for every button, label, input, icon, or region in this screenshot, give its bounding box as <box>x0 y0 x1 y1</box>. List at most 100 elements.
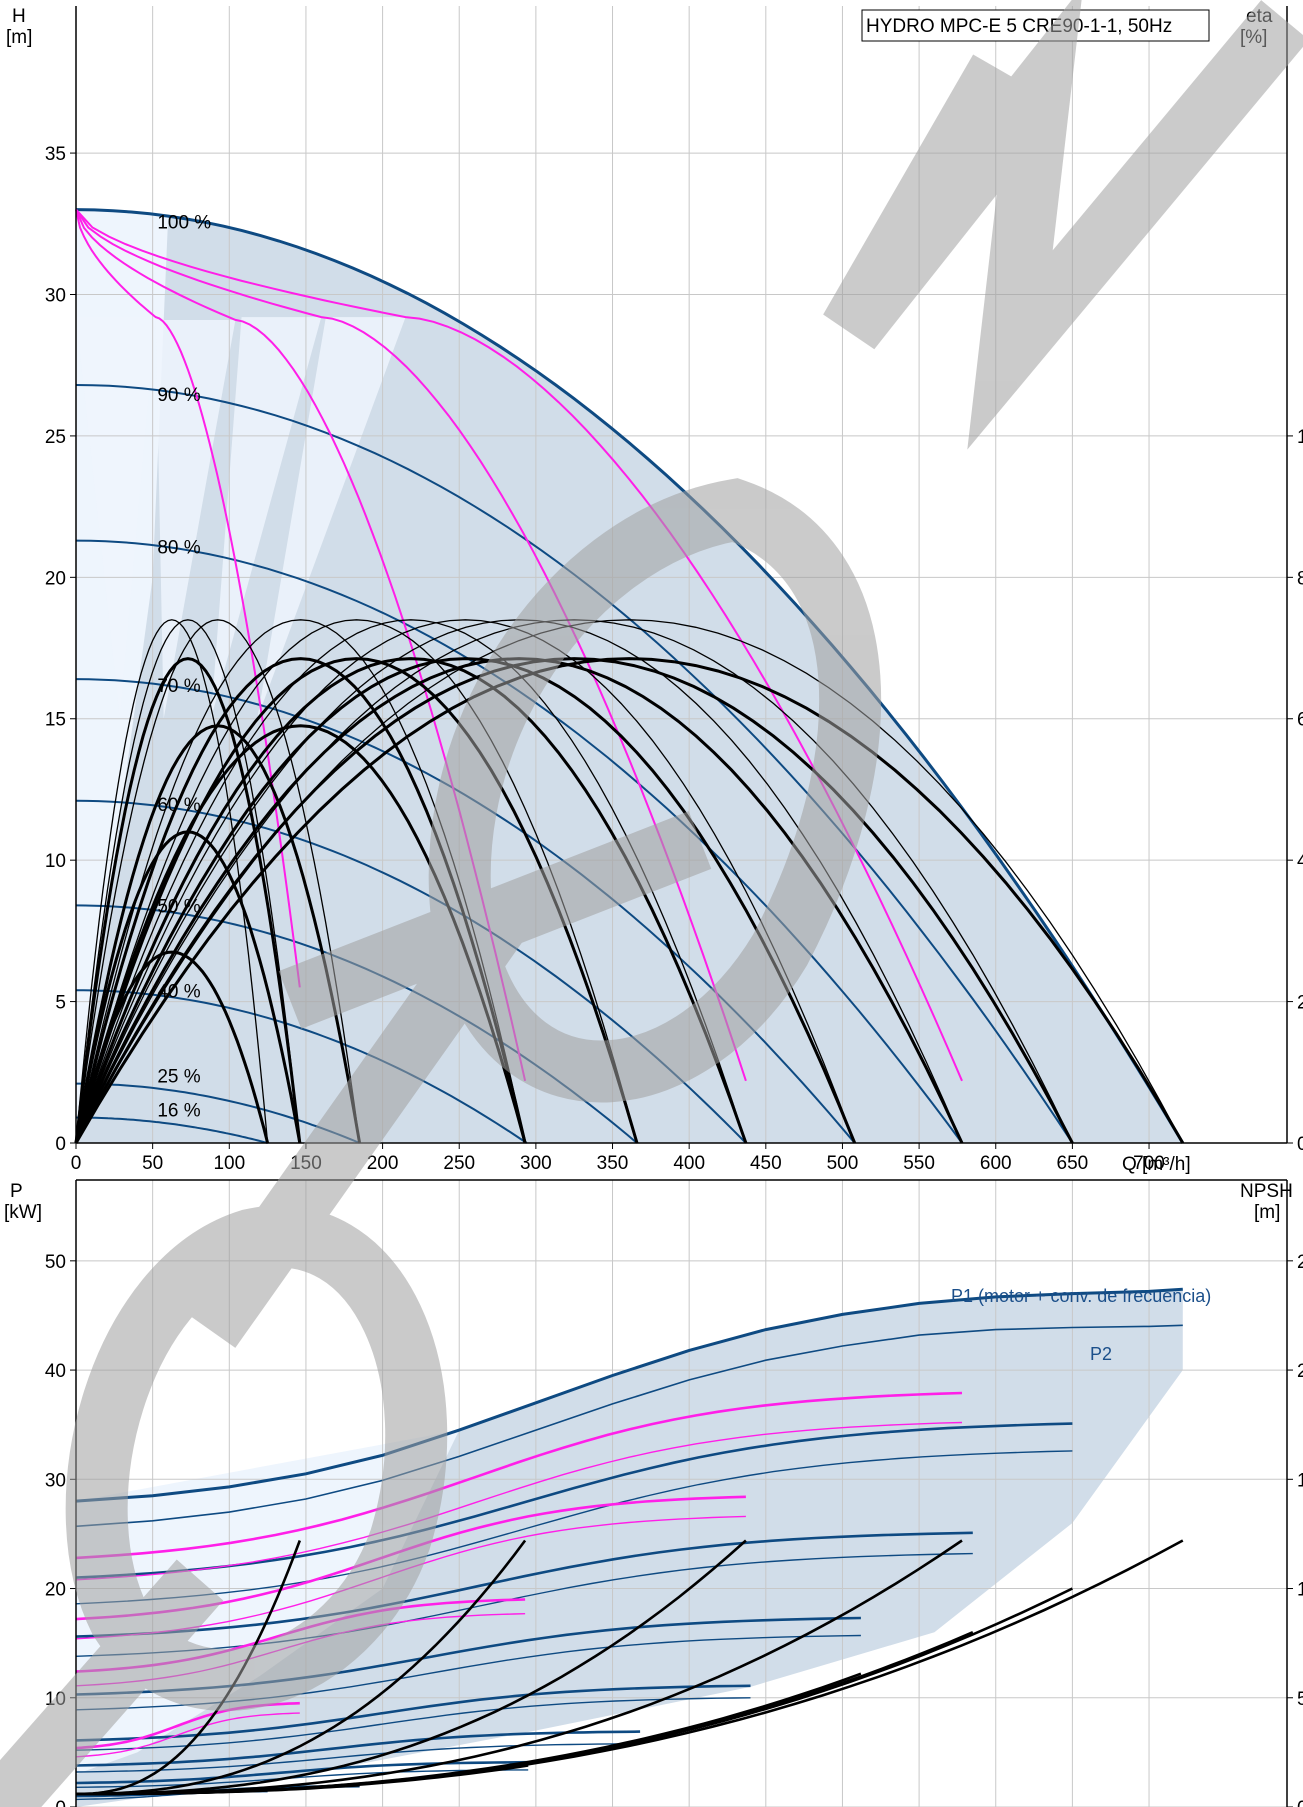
npsh-tick-label: 10 <box>1297 1580 1303 1601</box>
watermark-letter-m <box>823 0 1303 450</box>
power-curve <box>75 1552 973 1657</box>
speed-curve <box>75 208 1185 1144</box>
y2-tick-label: 60 <box>1297 710 1303 731</box>
y2-tick-label: 20 <box>1297 993 1303 1014</box>
x-tick-label: 400 <box>673 1153 705 1174</box>
x-tick-label: 50 <box>142 1153 163 1174</box>
power-fill-dark <box>76 1289 1183 1807</box>
speed-label: 70 % <box>157 676 200 697</box>
watermark-letter-r <box>0 1559 224 1807</box>
npsh-tick-label: 5 <box>1297 1689 1303 1710</box>
npsh-tick-label: 15 <box>1297 1470 1303 1491</box>
fill-knee-wedge <box>76 317 156 719</box>
system-curve <box>75 209 747 1082</box>
h-axis-title: H <box>12 6 26 27</box>
system-power-curve <box>75 1391 963 1560</box>
x-tick-label: 300 <box>520 1153 552 1174</box>
efficiency-curve <box>75 619 856 1144</box>
y-tick-label: 30 <box>45 285 66 306</box>
h-axis-unit: [m] <box>6 27 32 48</box>
y-tick-label: 20 <box>45 568 66 589</box>
y2-tick-label: 0 <box>1297 1134 1303 1155</box>
npsh-curve <box>76 1540 302 1796</box>
y2-tick-label: 80 <box>1297 568 1303 589</box>
x-tick-label: 350 <box>597 1153 629 1174</box>
efficiency-curve <box>75 619 269 1144</box>
speed-label: 100 % <box>157 212 211 233</box>
y-tick-label: 0 <box>55 1134 66 1155</box>
speed-curve <box>76 1082 360 1144</box>
x-tick-label: 450 <box>750 1153 782 1174</box>
p-tick-label: 40 <box>45 1361 66 1382</box>
head-efficiency-panel: 0 50 100 150 200 250 300 350 400 450 500 550 600 650 7… <box>6 6 1303 1175</box>
p2-curve <box>75 1324 1183 1528</box>
x-tick-label: 700 <box>1133 1153 1165 1174</box>
efficiency-curve <box>74 657 302 1144</box>
speed-curve <box>75 1116 268 1144</box>
p2-label: P2 <box>1090 1344 1112 1364</box>
watermark-letter-o2 <box>65 1205 448 1711</box>
p-tick-label: 20 <box>45 1580 66 1601</box>
p-tick-label: 50 <box>45 1252 66 1273</box>
watermark-letter-o <box>428 478 882 1103</box>
p-tick-label: 30 <box>45 1470 66 1491</box>
system-power-curve <box>75 1712 300 1758</box>
p-axis-unit: [kW] <box>4 1202 42 1223</box>
speed-labels: 100 % 90 % 80 % 70 % 60 % 50 % 40 % 25 % 16 % <box>157 212 211 1121</box>
system-curve <box>75 209 301 988</box>
p1-label: P1 (motor + conv. de frecuencia) <box>951 1286 1211 1306</box>
power-curve <box>75 1760 529 1785</box>
x-tick-label: 650 <box>1057 1153 1089 1174</box>
title-box: HYDRO MPC-E 5 CRE90-1-1, 50Hz <box>861 9 1210 42</box>
npsh-axis-title: NPSH <box>1240 1181 1293 1202</box>
p-tick-label: 0 <box>55 1798 66 1807</box>
y-tick-label: 5 <box>55 993 66 1014</box>
x-tick-label: 550 <box>903 1153 935 1174</box>
system-power-curve <box>75 1421 963 1581</box>
power-curve <box>75 1684 751 1742</box>
efficiency-curve <box>74 657 1185 1144</box>
power-curve <box>75 1531 973 1638</box>
x-tick-label: 0 <box>71 1153 82 1174</box>
speed-label: 40 % <box>157 982 200 1003</box>
fill-knee-wedge <box>210 317 322 719</box>
fill-knee-wedge <box>155 319 236 719</box>
x-axis-label: Q [m³/h] <box>1122 1154 1191 1175</box>
power-range-fill <box>76 1289 1183 1807</box>
npsh-tick-label: 20 <box>1297 1361 1303 1382</box>
speed-label: 50 % <box>157 897 200 918</box>
npsh-axis-unit: [m] <box>1254 1202 1280 1223</box>
fill-knee-wedge <box>257 317 406 719</box>
x-tick-label: 600 <box>980 1153 1012 1174</box>
chart-title: HYDRO MPC-E 5 CRE90-1-1, 50Hz <box>866 16 1172 37</box>
npsh-curve <box>76 1783 360 1796</box>
power-curve <box>75 1742 641 1773</box>
power-curve <box>75 1769 529 1788</box>
efficiency-curve <box>75 619 361 1144</box>
efficiency-curve <box>75 619 638 1144</box>
x-tick-label: 500 <box>827 1153 859 1174</box>
npsh-tick-label: 0 <box>1297 1798 1303 1807</box>
y-tick-label: 15 <box>45 710 66 731</box>
top-axes <box>70 6 1293 1149</box>
power-curve <box>75 1422 1073 1579</box>
npsh-tick-label: 25 <box>1297 1252 1303 1273</box>
speed-label: 60 % <box>157 795 200 816</box>
y2-tick-label: 40 <box>1297 851 1303 872</box>
x-tick-label: 100 <box>213 1153 245 1174</box>
efficiency-curve <box>74 657 1074 1144</box>
y2-tick-label: 100 <box>1297 427 1303 448</box>
power-curve <box>75 1450 1073 1605</box>
speed-label: 16 % <box>157 1100 200 1121</box>
y-tick-label: 10 <box>45 851 66 872</box>
y-tick-label: 35 <box>45 144 66 165</box>
y-tick-label: 25 <box>45 427 66 448</box>
speed-label: 90 % <box>157 385 200 406</box>
efficiency-curve <box>75 619 301 1144</box>
npsh-curve <box>76 1539 747 1796</box>
p-axis-title: P <box>10 1181 23 1202</box>
speed-label: 25 % <box>157 1066 200 1087</box>
top-tick-labels: 0 50 100 150 200 250 300 350 400 450 500 550 600 650 7… <box>45 144 1303 1174</box>
